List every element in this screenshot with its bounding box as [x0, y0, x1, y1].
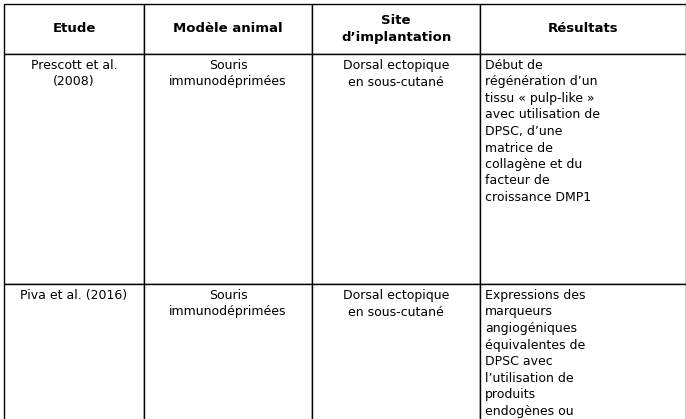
Text: Souris
immunodéprimées: Souris immunodéprimées [169, 59, 287, 88]
Bar [480, 4, 686, 54]
Text: Expressions des
marqueurs
angiogéniques
équivalentes de
DPSC avec
l’utilisation : Expressions des marqueurs angiogéniques … [485, 289, 585, 419]
Text: Prescott et al.
(2008): Prescott et al. (2008) [31, 59, 117, 88]
Bar [4, 4, 144, 54]
Bar [480, 54, 686, 284]
Text: Dorsal ectopique
en sous-cutané: Dorsal ectopique en sous-cutané [343, 59, 449, 88]
Bar [144, 4, 312, 54]
Bar [4, 54, 144, 284]
Text: Dorsal ectopique
en sous-cutané: Dorsal ectopique en sous-cutané [343, 289, 449, 318]
Bar [312, 284, 480, 419]
Bar [144, 54, 312, 284]
Bar [312, 4, 480, 54]
Text: Modèle animal: Modèle animal [173, 23, 283, 36]
Bar [4, 284, 144, 419]
Bar [480, 284, 686, 419]
Text: Début de
régénération d’un
tissu « pulp-like »
avec utilisation de
DPSC, d’une
m: Début de régénération d’un tissu « pulp-… [485, 59, 600, 204]
Bar [312, 54, 480, 284]
Text: Piva et al. (2016): Piva et al. (2016) [21, 289, 128, 302]
Text: Souris
immunodéprimées: Souris immunodéprimées [169, 289, 287, 318]
Text: Résultats: Résultats [547, 23, 618, 36]
Bar [144, 284, 312, 419]
Text: Site
d’implantation: Site d’implantation [341, 15, 451, 44]
Text: Etude: Etude [52, 23, 95, 36]
